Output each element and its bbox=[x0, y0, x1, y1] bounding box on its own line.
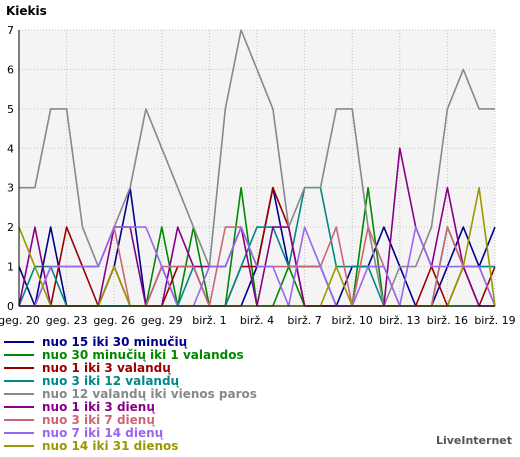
y-tick-label: 2 bbox=[7, 221, 14, 234]
legend-entry: nuo 12 valandų iki vienos paros bbox=[42, 387, 257, 401]
x-tick-label: birž. 1 bbox=[192, 314, 226, 327]
x-tick-label: geg. 26 bbox=[93, 314, 135, 327]
x-tick-label: geg. 29 bbox=[141, 314, 183, 327]
brand-label: LiveInternet bbox=[435, 434, 512, 447]
legend-entry: nuo 3 iki 7 dienų bbox=[42, 413, 155, 427]
x-tick-label: geg. 23 bbox=[46, 314, 88, 327]
y-axis-label: Kiekis bbox=[6, 4, 47, 18]
y-tick-label: 1 bbox=[7, 261, 14, 274]
x-tick-labels: geg. 20 geg. 23 geg. 26 geg. 29 birž. 1 birž.… bbox=[0, 314, 516, 327]
x-tick-label: geg. 20 bbox=[0, 314, 40, 327]
legend-entry: nuo 3 iki 12 valandų bbox=[42, 374, 180, 388]
legend-entry: nuo 30 minučių iki 1 valandos bbox=[42, 348, 244, 362]
x-tick-label: birž. 7 bbox=[287, 314, 321, 327]
y-tick-label: 0 bbox=[7, 300, 14, 313]
x-tick-label: birž. 4 bbox=[240, 314, 274, 327]
y-tick-label: 7 bbox=[7, 24, 14, 37]
y-tick-labels: 0 1 2 3 4 5 6 7 bbox=[7, 24, 14, 313]
x-tick-label: birž. 19 bbox=[474, 314, 515, 327]
legend-entry: nuo 1 iki 3 valandų bbox=[42, 361, 171, 375]
x-tick-label: birž. 16 bbox=[427, 314, 468, 327]
legend-entry: nuo 7 iki 14 dienų bbox=[42, 426, 164, 440]
legend-entry: nuo 14 iki 31 dienos bbox=[42, 439, 178, 453]
grid bbox=[18, 29, 496, 306]
y-tick-label: 5 bbox=[7, 103, 14, 116]
y-tick-label: 6 bbox=[7, 63, 14, 76]
y-tick-label: 4 bbox=[7, 142, 14, 155]
y-tick-label: 3 bbox=[7, 182, 14, 195]
x-tick-label: birž. 13 bbox=[379, 314, 420, 327]
legend-entry: nuo 15 iki 30 minučių bbox=[42, 335, 188, 349]
x-tick-label: birž. 10 bbox=[332, 314, 373, 327]
series-line-8 bbox=[19, 226, 496, 307]
legend-entry: nuo 1 iki 3 dienų bbox=[42, 400, 155, 414]
